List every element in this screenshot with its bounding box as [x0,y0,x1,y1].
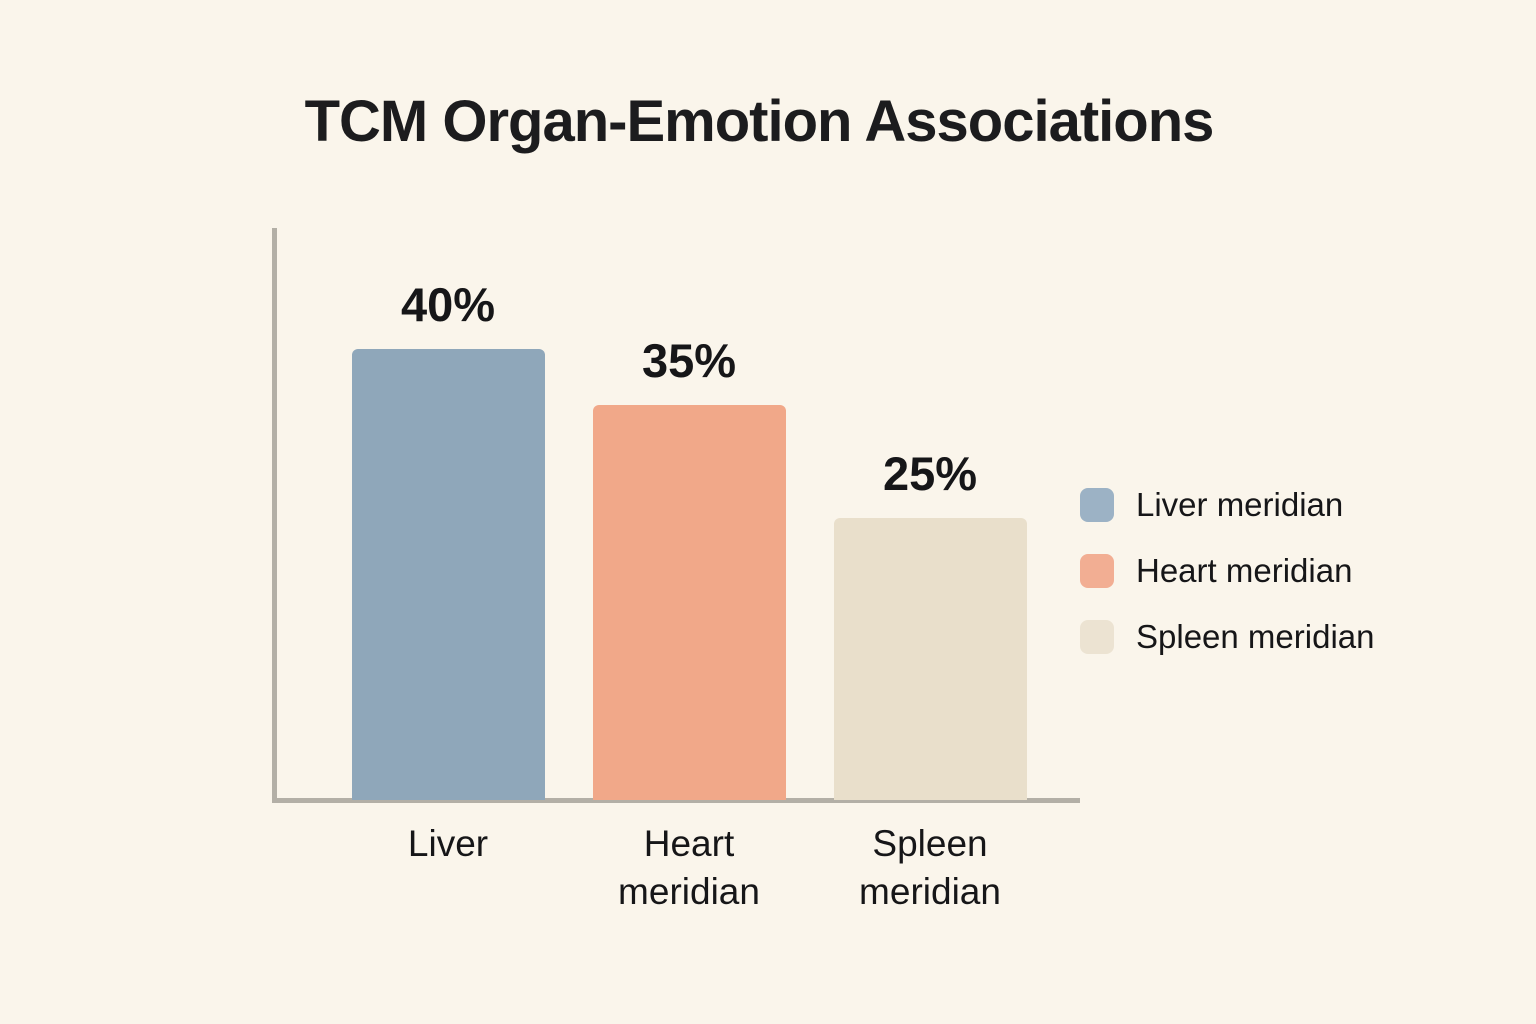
y-axis-line [272,228,277,803]
legend-swatch-icon [1080,488,1114,522]
legend-item: Spleen meridian [1080,618,1375,655]
bar-value-label: 35% [641,334,737,387]
bar-spleen-meridian [833,518,1027,800]
chart-title: TCM Organ-Emotion Associations [304,89,1215,154]
bar-heart-meridian [592,405,786,800]
bar-liver [351,349,545,800]
x-axis-label: Heart meridian [618,823,760,912]
legend-label: Heart meridian [1136,552,1353,589]
bar-value-label: 25% [882,447,978,500]
x-axis-line [272,798,1080,803]
legend: Liver meridian Heart meridian Spleen merid… [1080,486,1375,686]
x-axis-label: Liver [407,823,489,864]
legend-label: Liver meridian [1136,486,1344,523]
legend-item: Liver meridian [1080,486,1374,523]
legend-swatch-icon [1080,554,1114,588]
legend-label: Spleen meridian [1136,618,1375,655]
x-axis-label: Spleen meridian [859,823,1001,912]
legend-item: Heart meridian [1080,552,1374,589]
bar-value-label: 40% [400,278,496,331]
legend-swatch-icon [1080,620,1114,654]
